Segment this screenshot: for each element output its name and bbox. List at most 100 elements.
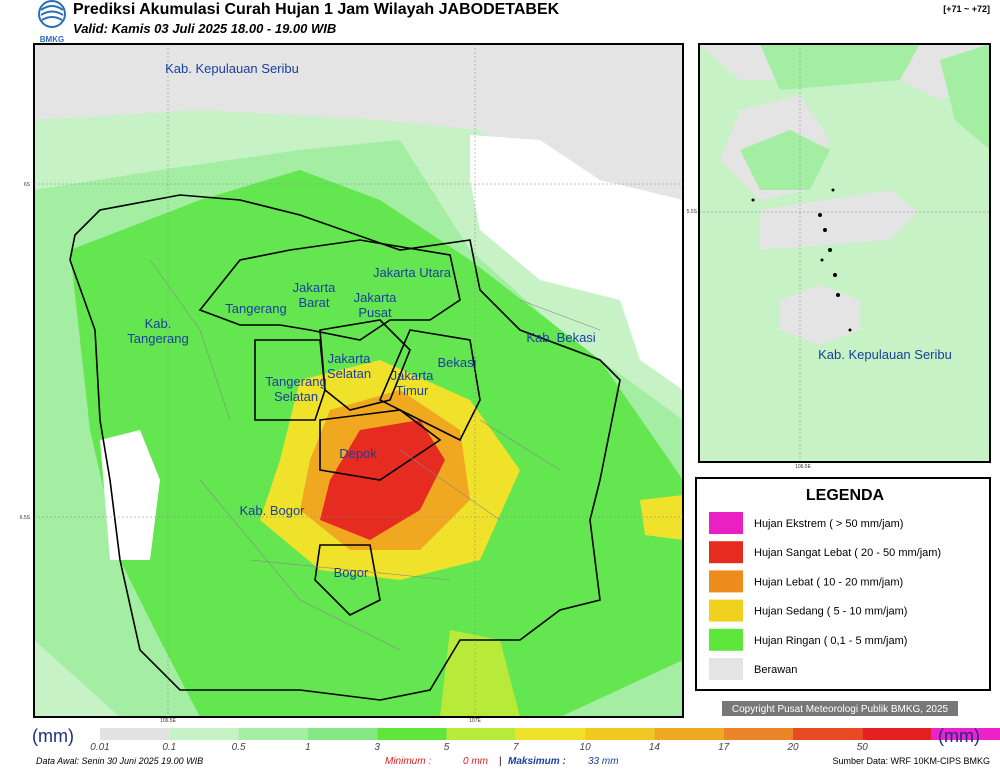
title: Prediksi Akumulasi Curah Hujan 1 Jam Wil…	[73, 1, 560, 18]
main-map: Kab. Kepulauan Seribu Jakarta Utara Jakart…	[20, 43, 684, 724]
colorbar: 0.01 0.1 0.5 1 3 5 7 10 14 17 20 50	[90, 728, 1000, 753]
legend-swatch	[709, 599, 743, 622]
inset-axis-label: 106.5E	[795, 464, 812, 470]
region-label-line: Timur	[396, 383, 429, 398]
copyright: Copyright Pusat Meteorologi Publik BMKG,…	[732, 704, 949, 715]
region-label: Jakarta Pusat	[354, 290, 397, 320]
legend-label: Berawan	[754, 664, 797, 676]
colorbar-tick-label: 0.01	[90, 742, 109, 753]
region-label: Kab. Bogor	[239, 503, 305, 518]
max-value: 33 mm	[588, 756, 619, 767]
colorbar-segment	[307, 728, 378, 740]
colorbar-tick-label: 50	[857, 742, 869, 753]
region-label: Tangerang Selatan	[265, 374, 326, 404]
colorbar-segment	[377, 728, 447, 740]
separator: |	[499, 756, 502, 767]
colorbar-segment	[238, 728, 308, 740]
region-label: Jakarta Barat	[293, 280, 336, 310]
source: Sumber Data: WRF 10KM-CIPS BMKG	[832, 756, 990, 766]
colorbar-tick-label: 7	[513, 742, 519, 753]
colorbar-segment	[793, 728, 863, 740]
colorbar-segment	[515, 728, 586, 740]
colorbar-segment	[862, 728, 932, 740]
colorbar-tick-label: 0.5	[232, 742, 246, 753]
region-label: Jakarta Timur	[391, 368, 434, 398]
region-label-line: Pusat	[358, 305, 392, 320]
region-label-line: Barat	[298, 295, 329, 310]
region-label-line: Jakarta	[354, 290, 397, 305]
colorbar-segment	[585, 728, 655, 740]
legend-swatch	[709, 658, 743, 680]
region-label-line: Selatan	[274, 389, 318, 404]
region-label-line: Kab. Bekasi	[526, 330, 595, 345]
legend-label: Hujan Ringan ( 0,1 - 5 mm/jam)	[754, 635, 907, 647]
valid-time: Valid: Kamis 03 Juli 2025 18.00 - 19.00 …	[73, 21, 336, 36]
colorbar-tick-label: 14	[649, 742, 661, 753]
region-label: Bekasi	[437, 355, 476, 370]
colorbar-tick-label: 17	[718, 742, 730, 753]
legend-title: LEGENDA	[806, 487, 885, 504]
legend-label: Hujan Sangat Lebat ( 20 - 50 mm/jam)	[754, 547, 941, 559]
copyright-box	[722, 701, 958, 716]
axis-label: 107E	[469, 718, 481, 724]
colorbar-segment	[446, 728, 516, 740]
colorbar-segment	[654, 728, 724, 740]
legend-swatch	[709, 570, 743, 593]
colorbar-segment	[723, 728, 793, 740]
logo-text: BMKG	[40, 35, 64, 44]
legend: LEGENDA Hujan Ekstrem ( > 50 mm/jam) Huja…	[695, 477, 991, 691]
colorbar-tick-label: 20	[786, 742, 799, 753]
region-label-line: Bogor	[334, 565, 369, 580]
legend-swatch	[709, 512, 743, 534]
region-label: Tangerang	[225, 301, 286, 316]
max-label: Maksimum :	[508, 756, 566, 767]
region-label: Kab. Bekasi	[526, 330, 595, 345]
inset-axis-label: 5.5S	[687, 209, 698, 215]
region-label-line: Tangerang	[225, 301, 286, 316]
colorbar-segment	[169, 728, 239, 740]
logo: BMKG	[38, 0, 66, 44]
colorbar-tick-label: 5	[444, 742, 450, 753]
region-label-line: Bekasi	[437, 355, 476, 370]
legend-swatch	[709, 541, 743, 564]
region-label: Jakarta Utara	[373, 265, 452, 280]
region-label-line: Tangerang	[265, 374, 326, 389]
unit-label: (mm)	[938, 726, 980, 746]
colorbar-tick-label: 0.1	[162, 742, 176, 753]
data-awal: Data Awal: Senin 30 Juni 2025 19.00 WIB	[36, 756, 203, 766]
inset-label: Kab. Kepulauan Seribu	[818, 347, 952, 362]
region-label-line: Depok	[339, 446, 377, 461]
legend-label: Hujan Lebat ( 10 - 20 mm/jam)	[754, 576, 903, 588]
region-label-line: Jakarta	[293, 280, 336, 295]
region-label-line: Kab.	[145, 316, 172, 331]
region-label: Jakarta Selatan	[327, 351, 371, 381]
legend-swatch	[709, 628, 743, 651]
axis-label: 6S	[24, 182, 31, 188]
legend-label: Hujan Sedang ( 5 - 10 mm/jam)	[754, 606, 907, 618]
region-label-line: Selatan	[327, 366, 371, 381]
region-label: Depok	[339, 446, 377, 461]
region-label-line: Jakarta Utara	[373, 265, 452, 280]
colorbar-segment	[931, 728, 1000, 740]
region-label: Kab. Kepulauan Seribu	[165, 61, 299, 76]
forecast-code: [+71 ~ +72]	[943, 4, 990, 14]
axis-label: 106.5E	[160, 718, 177, 724]
region-label-line: Jakarta	[328, 351, 371, 366]
unit-label: (mm)	[32, 726, 74, 746]
region-label-line: Jakarta	[391, 368, 434, 383]
region-label-line: Kab. Kepulauan Seribu	[165, 61, 299, 76]
region-label-line: Kab. Bogor	[239, 503, 305, 518]
colorbar-tick-label: 1	[305, 742, 311, 753]
region-label: Kab. Tangerang	[127, 316, 188, 346]
colorbar-segment	[100, 728, 170, 740]
min-label: Minimum :	[385, 756, 431, 767]
colorbar-tick-label: 10	[580, 742, 592, 753]
legend-label: Hujan Ekstrem ( > 50 mm/jam)	[754, 518, 903, 530]
region-label-line: Tangerang	[127, 331, 188, 346]
axis-label: 6.5S	[20, 515, 31, 521]
region-label: Bogor	[334, 565, 369, 580]
colorbar-tick-label: 3	[374, 742, 380, 753]
min-value: 0 mm	[463, 756, 488, 767]
inset-map: Kab. Kepulauan Seribu 5.5S 106.5E	[687, 43, 991, 470]
